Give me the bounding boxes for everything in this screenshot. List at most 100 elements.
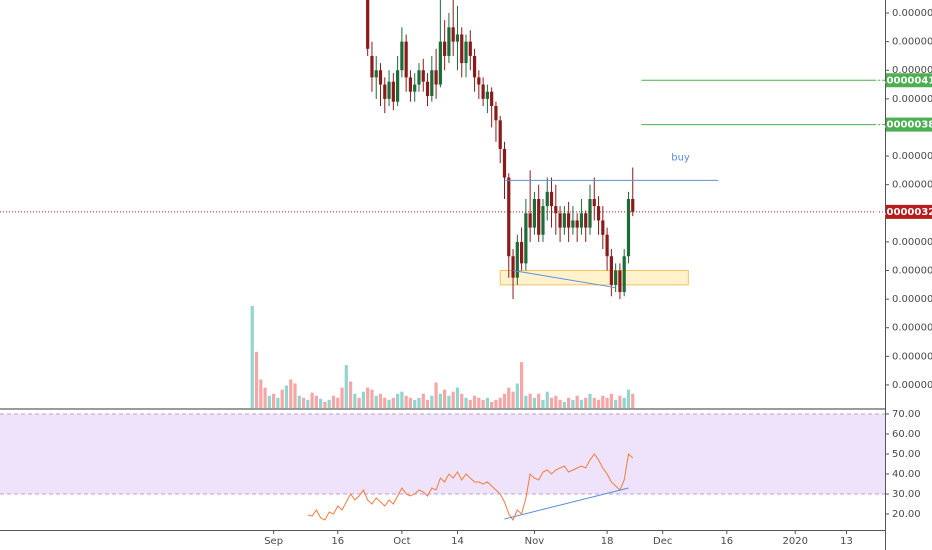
volume-bar [434, 382, 438, 408]
volume-bar [545, 391, 549, 408]
axes: 0.00000460 0.00000440 0.00000420 0.00000400… [264, 8, 932, 547]
volume-bar [549, 397, 554, 408]
y-tick-label: 0.00000220 [892, 351, 932, 362]
candle-body [571, 220, 575, 228]
volume-bar [336, 397, 340, 408]
volume-bar [323, 401, 327, 408]
price-label-box [886, 73, 932, 88]
rsi-tick-label: 50.00 [892, 449, 921, 460]
candle-body [374, 70, 378, 78]
volume-bar [524, 395, 528, 408]
candle-body [494, 106, 498, 121]
candle-body [519, 241, 524, 264]
volume-bar [391, 397, 395, 408]
y-tick-label: 0.00000400 [892, 94, 932, 105]
candle-body [417, 70, 421, 85]
volume-bar [263, 387, 267, 408]
volume-bar [430, 395, 434, 408]
rsi-tick-label: 40.00 [892, 469, 921, 480]
volume-bar [631, 393, 635, 408]
volume-bar [443, 389, 447, 408]
candle-body [558, 213, 562, 228]
x-tick-label: 16 [331, 536, 344, 547]
candle-body [378, 70, 383, 85]
price-label-box [886, 117, 932, 132]
price-label-box [886, 204, 932, 219]
volume-bar [310, 392, 314, 408]
zone [499, 270, 689, 286]
volume-bar [272, 393, 276, 408]
candle-body [532, 198, 537, 228]
volume-bar [537, 393, 541, 408]
candle-body [366, 0, 370, 49]
candle-body [451, 27, 455, 42]
volume-bar [596, 399, 601, 408]
annotation: buy [671, 153, 690, 164]
volume-bar [541, 399, 545, 408]
x-tick-label: Nov [525, 536, 545, 547]
candle-body [400, 41, 404, 71]
candle-body [430, 70, 434, 96]
y-tick-label: 0.00000200 [892, 380, 932, 391]
volume-bar [370, 389, 374, 408]
volume-bar [413, 399, 417, 408]
y-tick-label: 0.00000420 [892, 65, 932, 76]
candle-body [592, 198, 596, 207]
candle-body [425, 81, 430, 96]
candle-body [609, 256, 613, 285]
x-tick-label: 2020 [782, 536, 807, 547]
y-tick-label: 0.00000260 [892, 294, 932, 305]
y-tick-label: 0.00000440 [892, 37, 932, 48]
x-tick-label: 16 [720, 536, 733, 547]
volume-bar [400, 391, 404, 408]
volume-bar [340, 387, 344, 408]
volume-bar [614, 399, 618, 408]
candle-body [455, 34, 460, 42]
x-tick-label: Oct [393, 536, 410, 547]
candle-body [579, 213, 584, 228]
volume-bar [554, 395, 558, 408]
candle-body [485, 91, 489, 99]
candle-body [622, 256, 626, 292]
volume-bar [366, 387, 370, 408]
rsi-line [307, 452, 634, 522]
candle-body [631, 198, 635, 212]
candle-body [545, 191, 549, 207]
candle-body [460, 34, 464, 64]
volume-bar [280, 389, 284, 408]
rsi-tick-label: 70.00 [892, 409, 921, 420]
candle-body [391, 81, 395, 102]
y-tick-label: 0.00000360 [892, 151, 932, 162]
rsi-trendline [504, 487, 629, 520]
volume-bar [284, 385, 289, 408]
y-tick-label: 0.00000240 [892, 323, 932, 334]
volume-bar [267, 395, 271, 408]
volume-bar [490, 401, 494, 408]
trendline [512, 270, 616, 289]
volume-bar [289, 379, 293, 408]
candle-body [554, 206, 558, 214]
volume-bar [387, 399, 391, 408]
volume-bar [609, 393, 613, 408]
volume-bar [451, 391, 455, 408]
volume-bar [357, 397, 361, 408]
volume-bar [408, 397, 413, 408]
candle-body [408, 77, 413, 92]
volume-bar [477, 397, 481, 408]
candle-body [472, 55, 477, 78]
volume-bar [515, 383, 519, 408]
volume-bar [464, 397, 468, 408]
candle-body [498, 120, 502, 149]
candle-body [464, 41, 468, 64]
x-tick-label: 13 [840, 536, 853, 547]
volume-bar [481, 399, 485, 408]
candle-body [404, 41, 408, 78]
volume-bar [297, 395, 301, 408]
candle-body [618, 270, 622, 292]
price-label: 0.00000413 [876, 75, 932, 86]
price-label: 0.00000321 [876, 207, 932, 218]
candle-body [524, 213, 528, 264]
volume-bar [417, 397, 421, 408]
y-tick-label: 0.00000280 [892, 266, 932, 277]
